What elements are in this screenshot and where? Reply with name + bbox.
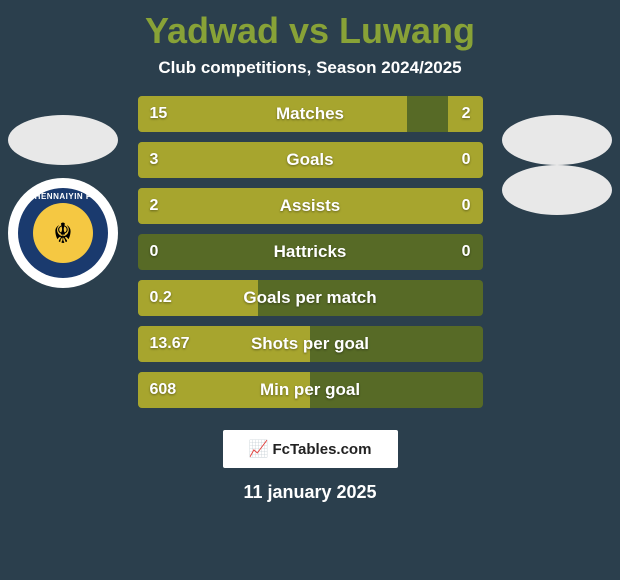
stat-label: Min per goal (138, 372, 483, 408)
brand-badge[interactable]: 📈 FcTables.com (223, 430, 398, 468)
player-left-avatar (8, 115, 118, 165)
stat-row: Assists2 0 (138, 188, 483, 224)
club-logo-mask-icon: ☬ (33, 203, 93, 263)
stat-value-left: 13.67 (150, 326, 190, 362)
brand-text: FcTables.com (273, 441, 372, 458)
page-subtitle: Club competitions, Season 2024/2025 (0, 58, 620, 78)
club-logo-text: CHENNAIYIN FC (18, 192, 108, 201)
date-text: 11 january 2025 (0, 482, 620, 503)
club-logo-left: CHENNAIYIN FC ☬ (8, 178, 118, 288)
stat-row: Min per goal608 (138, 372, 483, 408)
stats-bars: Matches152Goals30Assists20Hattricks00Goa… (138, 96, 483, 408)
comparison-card: Yadwad vs Luwang Club competitions, Seas… (0, 0, 620, 580)
stat-row: Hattricks0 0 (138, 234, 483, 270)
stat-value-left: 3 (150, 142, 159, 178)
club-logo-ring: CHENNAIYIN FC ☬ (18, 188, 108, 278)
brand-chart-icon: 📈 (249, 439, 269, 459)
stat-label: Hattricks (138, 234, 483, 270)
stat-value-left: 2 (150, 188, 159, 224)
stat-label: Goals (138, 142, 483, 178)
stat-row: Goals per match0.2 (138, 280, 483, 316)
stat-label: Goals per match (138, 280, 483, 316)
stat-row: Goals3 0 (138, 142, 483, 178)
stat-value-right: 2 (462, 96, 471, 132)
page-title: Yadwad vs Luwang (0, 10, 620, 52)
player-right-avatar-2 (502, 165, 612, 215)
stat-row: Shots per goal13.67 (138, 326, 483, 362)
stat-label: Matches (138, 96, 483, 132)
stat-label: Assists (138, 188, 483, 224)
stat-value-left: 608 (150, 372, 177, 408)
stat-value-right: 0 (462, 234, 471, 270)
stat-value-left: 15 (150, 96, 168, 132)
stat-value-right: 0 (462, 142, 471, 178)
stat-value-left: 0.2 (150, 280, 172, 316)
player-right-avatar-1 (502, 115, 612, 165)
stat-row: Matches15 2 (138, 96, 483, 132)
stat-value-left: 0 (150, 234, 159, 270)
stat-value-right: 0 (462, 188, 471, 224)
